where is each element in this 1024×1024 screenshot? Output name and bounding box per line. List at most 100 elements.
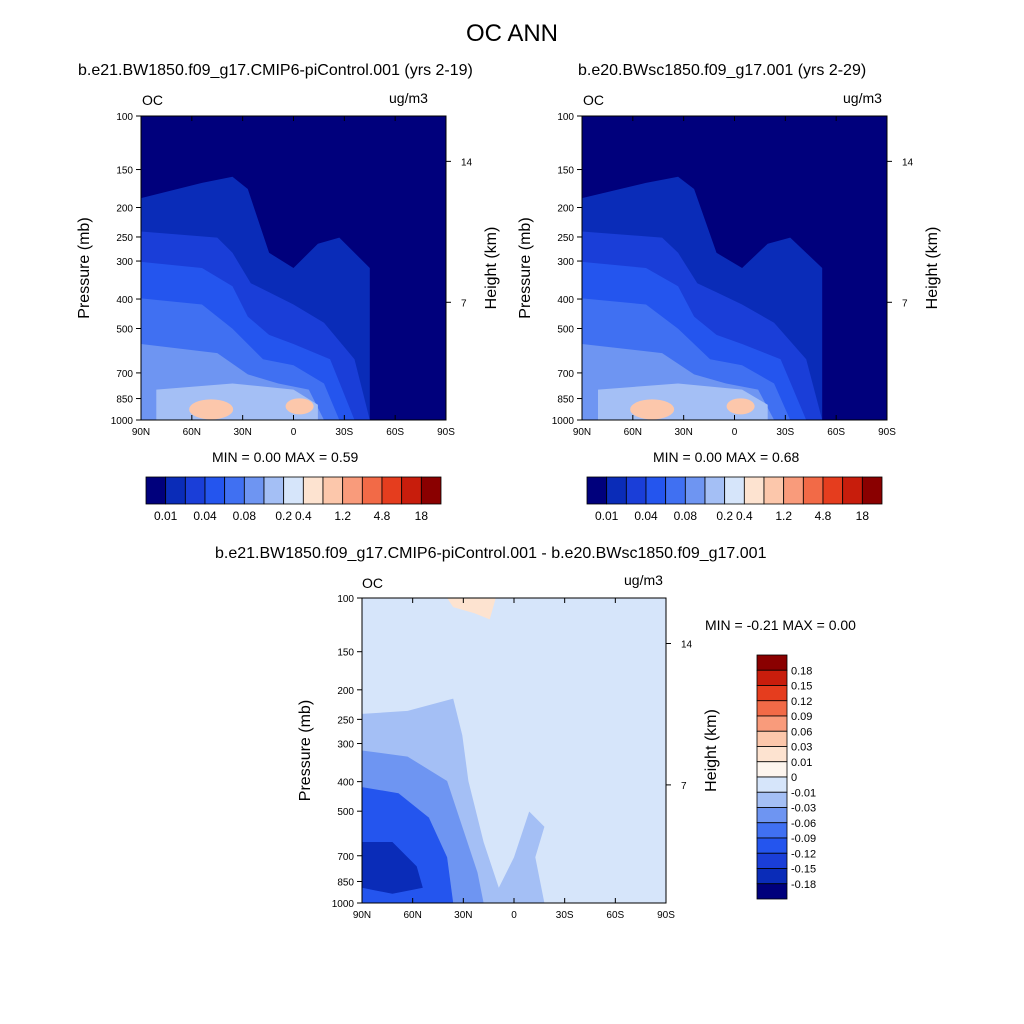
x-tick-label: 60N	[624, 427, 642, 438]
x-tick-label: 60N	[403, 910, 421, 921]
y-tick-label: 100	[557, 112, 574, 123]
panel3-field-label: OC	[362, 575, 383, 591]
y-tick-label: 500	[116, 324, 133, 335]
y-tick-label: 500	[557, 324, 574, 335]
colorbar-label: 0.01	[791, 757, 812, 769]
x-tick-label: 90N	[132, 427, 150, 438]
colorbar-swatch	[763, 476, 785, 505]
colorbar-swatch	[204, 476, 226, 505]
contour-max-eq	[285, 398, 314, 415]
y-tick-label: 850	[557, 395, 574, 406]
colorbar-swatch	[684, 476, 706, 505]
y-axis-right-label: Height (km)	[483, 227, 500, 310]
colorbar-label: -0.15	[791, 864, 816, 876]
colorbar-label: 0.01	[154, 509, 178, 523]
x-tick-label: 60S	[827, 427, 845, 438]
panel2-units: ug/m3	[843, 90, 882, 106]
colorbar-label: 0.03	[791, 742, 812, 754]
y-tick-label: 1000	[332, 899, 355, 910]
y-tick-label: 700	[116, 369, 133, 380]
y-tick-label: 100	[116, 112, 133, 123]
colorbar-swatch	[756, 700, 788, 717]
colorbar-label: 0.15	[791, 681, 812, 693]
panel1-colorbar	[145, 476, 442, 505]
x-tick-label: 0	[291, 427, 297, 438]
colorbar-label: 0.04	[634, 509, 658, 523]
colorbar-label: -0.09	[791, 833, 816, 845]
colorbar-swatch	[756, 746, 788, 763]
colorbar-swatch	[756, 852, 788, 869]
colorbar-label: 0.18	[791, 665, 812, 677]
y-tick-label: 700	[337, 852, 354, 863]
contour-max-eq	[726, 398, 755, 415]
colorbar-swatch	[322, 476, 344, 505]
x-tick-label: 30S	[335, 427, 353, 438]
panel1-units: ug/m3	[389, 90, 428, 106]
colorbar-swatch	[625, 476, 647, 505]
x-tick-label: 30N	[233, 427, 251, 438]
y-tick-label: 400	[116, 295, 133, 306]
y-tick-label: 200	[557, 204, 574, 215]
y-right-tick-label: 14	[461, 157, 473, 168]
colorbar-swatch	[783, 476, 804, 505]
colorbar-label: 0.4	[295, 509, 312, 523]
colorbar-swatch	[283, 476, 304, 505]
colorbar-swatch	[756, 837, 788, 854]
y-tick-label: 300	[557, 257, 574, 268]
colorbar-swatch	[665, 476, 686, 505]
colorbar-swatch	[263, 476, 285, 505]
colorbar-swatch	[302, 476, 324, 505]
colorbar-swatch	[756, 715, 788, 732]
colorbar-swatch	[756, 761, 788, 778]
colorbar-swatch	[342, 476, 363, 505]
y-tick-label: 250	[337, 715, 354, 726]
colorbar-swatch	[861, 476, 883, 505]
panel2-field	[582, 116, 887, 420]
panel1-field	[141, 116, 446, 420]
colorbar-label: -0.18	[791, 879, 816, 891]
x-tick-label: 60N	[183, 427, 201, 438]
y-right-tick-label: 7	[902, 298, 908, 309]
colorbar-swatch	[756, 730, 788, 747]
x-tick-label: 0	[511, 910, 517, 921]
colorbar-label: 0.08	[674, 509, 698, 523]
x-tick-label: 60S	[606, 910, 624, 921]
y-tick-label: 200	[116, 204, 133, 215]
x-tick-label: 90N	[573, 427, 591, 438]
colorbar-swatch	[586, 476, 608, 505]
colorbar-label: -0.12	[791, 848, 816, 860]
colorbar-swatch	[645, 476, 667, 505]
panel2-title: b.e20.BWsc1850.f09_g17.001 (yrs 2-29)	[578, 62, 867, 79]
y-tick-label: 1000	[552, 416, 575, 427]
colorbar-label: 0.09	[791, 711, 812, 723]
colorbar-swatch	[756, 868, 788, 885]
colorbar-swatch	[724, 476, 745, 505]
y-tick-label: 700	[557, 369, 574, 380]
colorbar-swatch	[756, 654, 788, 671]
colorbar-swatch	[606, 476, 627, 505]
y-tick-label: 300	[116, 257, 133, 268]
x-tick-label: 30S	[556, 910, 574, 921]
colorbar-swatch	[756, 807, 788, 824]
y-right-tick-label: 7	[461, 298, 467, 309]
x-tick-label: 90S	[878, 427, 896, 438]
colorbar-swatch	[401, 476, 422, 505]
colorbar-label: 0.12	[791, 696, 812, 708]
y-tick-label: 150	[557, 166, 574, 177]
colorbar-swatch	[756, 822, 788, 839]
contour-diff-positive	[447, 598, 496, 620]
y-tick-label: 400	[337, 778, 354, 789]
colorbar-swatch	[842, 476, 863, 505]
x-tick-label: 30S	[776, 427, 794, 438]
colorbar-label: 0.04	[193, 509, 217, 523]
panel3-stats: MIN = -0.21 MAX = 0.00	[705, 617, 856, 633]
y-axis-right-label: Height (km)	[703, 709, 720, 792]
colorbar-label: 0.2	[716, 509, 733, 523]
colorbar-label: 0	[791, 772, 797, 784]
x-tick-label: 90S	[657, 910, 675, 921]
y-tick-label: 250	[557, 233, 574, 244]
panel1-title: b.e21.BW1850.f09_g17.CMIP6-piControl.001…	[78, 62, 473, 79]
panel3-units: ug/m3	[624, 572, 663, 588]
y-tick-label: 300	[337, 740, 354, 751]
